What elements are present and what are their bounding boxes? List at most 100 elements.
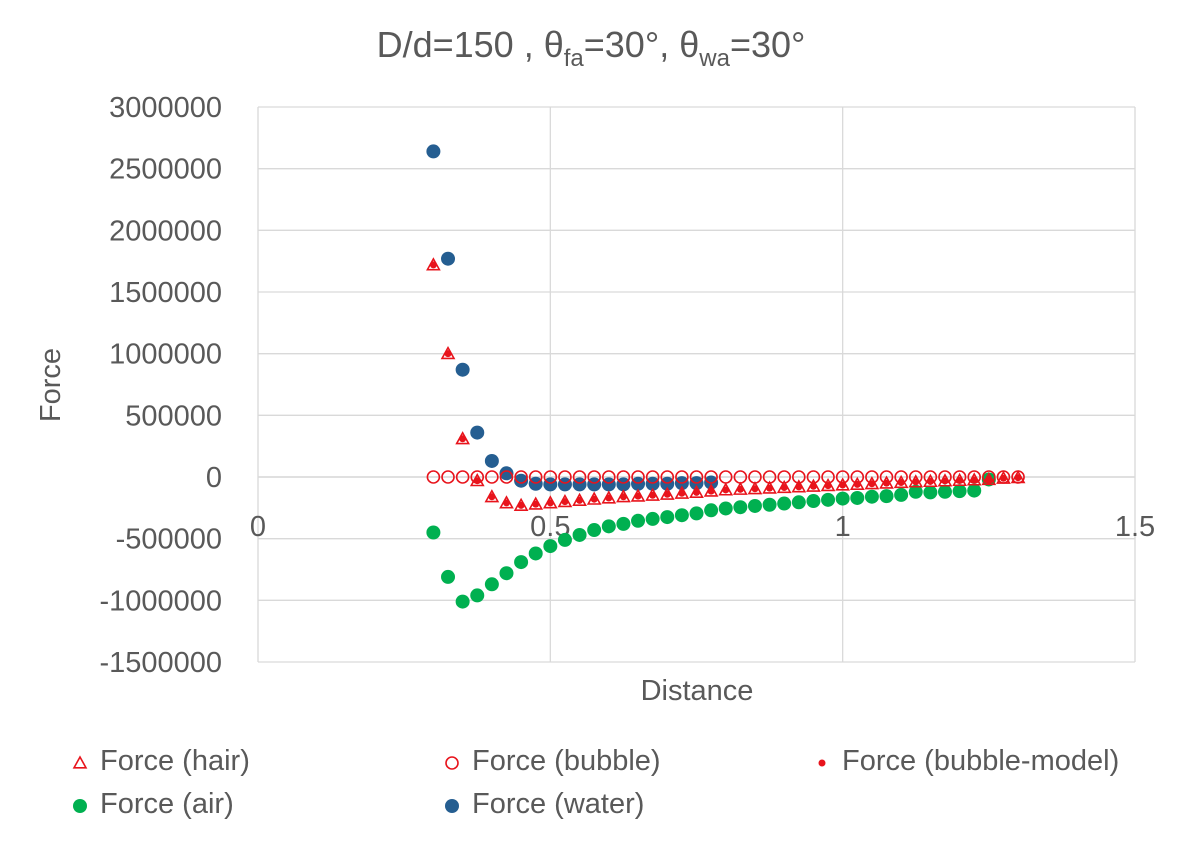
legend-symbol bbox=[445, 755, 459, 770]
data-point bbox=[499, 470, 514, 484]
chart-title: D/d=150 , θfa=30°, θwa=30° bbox=[377, 24, 806, 72]
chart-title-part: D/d=150 , θ bbox=[377, 24, 564, 65]
data-point bbox=[956, 476, 964, 484]
data-point bbox=[543, 470, 558, 484]
data-point bbox=[736, 485, 744, 493]
data-point bbox=[835, 491, 850, 506]
legend-item: Force (hair) bbox=[68, 745, 250, 778]
data-point bbox=[792, 470, 806, 484]
data-point bbox=[722, 486, 730, 494]
legend-item: Force (bubble-model) bbox=[810, 745, 1119, 778]
y-tick-label: -500000 bbox=[116, 524, 222, 556]
data-point bbox=[546, 499, 554, 507]
data-point bbox=[707, 487, 715, 495]
data-point bbox=[868, 480, 876, 488]
x-axis-ticks: 0 0.5 1 1.5 bbox=[250, 511, 1155, 543]
data-point bbox=[517, 501, 525, 509]
data-point bbox=[631, 513, 646, 528]
y-tick-label: 3000000 bbox=[109, 92, 222, 124]
data-point bbox=[937, 484, 952, 499]
data-point bbox=[894, 487, 909, 502]
data-point bbox=[747, 498, 762, 513]
data-point bbox=[455, 362, 470, 377]
data-point bbox=[850, 490, 865, 505]
data-point bbox=[645, 511, 660, 526]
data-point bbox=[473, 477, 481, 485]
legend-marker bbox=[818, 759, 826, 766]
data-point bbox=[532, 500, 540, 508]
data-point bbox=[689, 506, 704, 521]
chart-title-part: =30°, θ bbox=[584, 24, 700, 65]
data-points bbox=[426, 144, 1026, 609]
series-1 bbox=[426, 470, 1025, 484]
data-point bbox=[426, 470, 441, 484]
data-point bbox=[795, 483, 803, 491]
data-point bbox=[879, 489, 894, 504]
data-point bbox=[484, 577, 499, 592]
data-point bbox=[441, 569, 456, 584]
legend-symbol bbox=[818, 759, 826, 766]
legend-item: Force (water) bbox=[440, 788, 644, 821]
data-point bbox=[809, 482, 817, 490]
data-point bbox=[985, 475, 993, 483]
data-point bbox=[704, 470, 718, 484]
data-point bbox=[619, 493, 627, 501]
data-point bbox=[499, 466, 514, 481]
data-point bbox=[923, 485, 938, 500]
data-point bbox=[441, 251, 456, 266]
legend-marker bbox=[445, 798, 459, 813]
data-point bbox=[528, 546, 543, 561]
data-point bbox=[441, 470, 455, 484]
data-point bbox=[528, 470, 543, 484]
data-point bbox=[561, 498, 569, 506]
data-point bbox=[470, 425, 485, 440]
data-point bbox=[982, 470, 996, 484]
legend-marker bbox=[73, 798, 87, 813]
data-point bbox=[605, 494, 613, 502]
scatter-chart: D/d=150 , θfa=30°, θwa=30° 3000000 250000… bbox=[35, 24, 1155, 707]
y-tick-label: 500000 bbox=[125, 400, 222, 432]
data-point bbox=[455, 594, 470, 609]
data-point bbox=[488, 493, 496, 501]
data-point bbox=[824, 482, 832, 490]
data-point bbox=[543, 539, 558, 554]
legend-label: Force (air) bbox=[100, 788, 234, 820]
data-point bbox=[660, 470, 675, 484]
data-point bbox=[572, 470, 587, 484]
data-point bbox=[864, 489, 879, 504]
data-point bbox=[514, 470, 528, 484]
y-tick-label: 2000000 bbox=[109, 215, 222, 247]
data-point bbox=[429, 261, 437, 269]
data-point bbox=[499, 566, 514, 581]
legend-label: Force (bubble-model) bbox=[842, 745, 1120, 777]
data-point bbox=[426, 144, 441, 159]
data-point bbox=[970, 476, 978, 484]
data-point bbox=[616, 516, 631, 531]
data-point bbox=[908, 484, 923, 499]
data-point bbox=[704, 503, 719, 518]
data-point bbox=[663, 490, 671, 498]
data-point bbox=[557, 532, 572, 547]
data-point bbox=[590, 495, 598, 503]
data-point bbox=[952, 484, 967, 499]
data-point bbox=[733, 500, 748, 515]
legend-item: Force (bubble) bbox=[440, 745, 661, 778]
data-point bbox=[470, 588, 485, 603]
series-2 bbox=[429, 261, 1022, 509]
data-point bbox=[926, 477, 934, 485]
data-point bbox=[912, 478, 920, 486]
data-point bbox=[791, 495, 806, 510]
y-tick-label: -1000000 bbox=[99, 585, 222, 617]
data-point bbox=[572, 527, 587, 542]
legend-label: Force (bubble) bbox=[472, 745, 661, 777]
data-point bbox=[839, 481, 847, 489]
data-point bbox=[645, 470, 660, 484]
data-point bbox=[967, 483, 982, 498]
data-point bbox=[455, 470, 470, 484]
data-point bbox=[601, 470, 616, 484]
data-point bbox=[821, 492, 836, 507]
x-axis-title: Distance bbox=[641, 675, 754, 707]
legend-label: Force (water) bbox=[472, 788, 645, 820]
data-point bbox=[780, 483, 788, 491]
data-point bbox=[426, 525, 441, 540]
